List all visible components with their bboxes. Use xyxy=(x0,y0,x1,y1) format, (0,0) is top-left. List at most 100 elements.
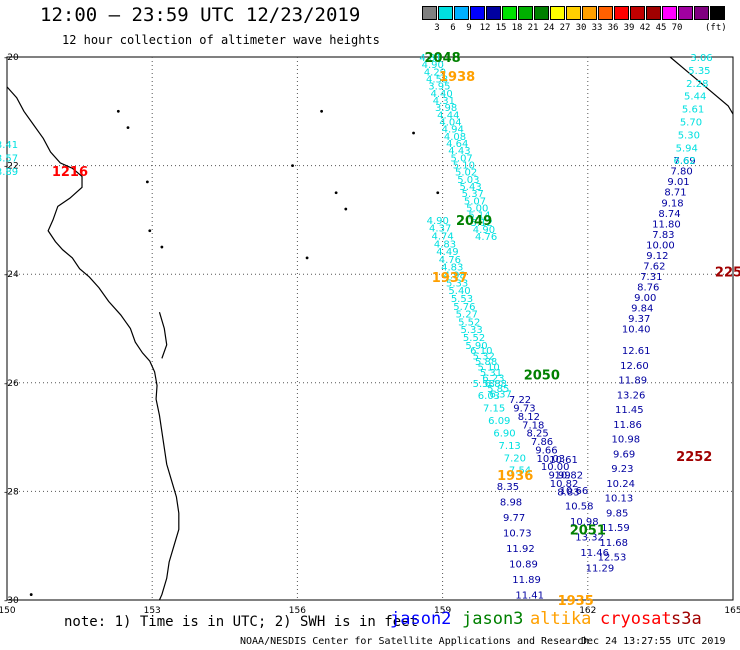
swh-value-label: 7.54 xyxy=(509,466,531,477)
swh-value-label: 4.90 xyxy=(473,225,495,236)
swh-value-label: 5.37 xyxy=(462,189,484,200)
swh-value-label: 10.66 xyxy=(560,486,589,497)
scale-swatch xyxy=(598,6,613,20)
scale-label: 45 xyxy=(655,23,667,33)
swh-value-label: 11.89 xyxy=(618,376,647,387)
scale-label: 24 xyxy=(543,23,555,33)
swh-value-label: 3.57 xyxy=(0,153,18,164)
swh-value-label: 11.59 xyxy=(601,523,630,534)
footer-note: note: 1) Time is in UTC; 2) SWH is in fe… xyxy=(64,614,419,630)
swh-value-label: 4.37 xyxy=(429,224,451,235)
swh-value-label: 5.76 xyxy=(453,302,475,313)
scale-label: 39 xyxy=(623,23,635,33)
swh-value-label: 5.52 xyxy=(463,333,485,344)
swh-value-label: 3.95 xyxy=(428,82,450,93)
scale-label: 42 xyxy=(639,23,651,33)
swh-value-label: 4.49 xyxy=(436,247,458,258)
swh-value-label: 10.00 xyxy=(541,462,570,473)
map-subtitle: 12 hour collection of altimeter wave hei… xyxy=(62,33,380,47)
swh-value-label: 11.89 xyxy=(512,575,541,586)
pass-number-label: 2252 xyxy=(676,450,712,465)
swh-value-label: 8.71 xyxy=(664,188,686,199)
swh-value-label: 9.00 xyxy=(634,293,656,304)
island-dot xyxy=(412,131,415,135)
pass-number-label: 1938 xyxy=(439,70,475,85)
scale-swatch xyxy=(470,6,485,20)
swh-value-label: 10.13 xyxy=(605,494,634,505)
lat-tick-label: -24 xyxy=(4,270,19,280)
satellite-legend-jason2: jason2 xyxy=(390,609,452,629)
swh-value-label: 5.90 xyxy=(465,341,487,352)
swh-value-label: 5.27 xyxy=(456,310,478,321)
swh-value-label: 10.40 xyxy=(622,325,651,336)
swh-value-label: 5.33 xyxy=(446,278,468,289)
swh-value-label: 5.53 xyxy=(451,294,473,305)
swh-value-label: 11.46 xyxy=(580,548,609,559)
swh-value-label: 10.82 xyxy=(550,479,579,490)
swh-value-label: 12.60 xyxy=(620,361,649,372)
swh-value-label: 5.33 xyxy=(461,325,483,336)
pass-number-label: 2048 xyxy=(425,51,461,66)
swh-value-label: 8.83 xyxy=(557,487,579,498)
swh-value-label: 10.00 xyxy=(646,240,675,251)
swh-value-label: 4.53 xyxy=(426,75,448,86)
island-dot xyxy=(334,191,338,195)
scale-swatch xyxy=(630,6,645,20)
swh-value-label: 9.37 xyxy=(628,314,650,325)
swh-value-label: 10.89 xyxy=(509,560,538,571)
swh-value-label: 12.53 xyxy=(598,553,627,564)
lat-tick-label: -30 xyxy=(4,596,19,606)
island-dot xyxy=(291,164,294,168)
swh-value-label: 3.98 xyxy=(435,103,457,114)
scale-swatch xyxy=(486,6,501,20)
swh-value-label: 4.98 xyxy=(444,271,466,282)
swh-value-label: 8.25 xyxy=(527,429,549,440)
swh-value-label: 4.31 xyxy=(433,96,455,107)
pass-number-label: 2051 xyxy=(570,523,606,538)
swh-value-label: 11.29 xyxy=(586,563,615,574)
swh-value-label: 9.18 xyxy=(661,198,683,209)
swh-value-label: 9.85 xyxy=(606,508,628,519)
swh-value-label: 8.74 xyxy=(658,209,680,220)
swh-value-label: 8.98 xyxy=(500,497,522,508)
swh-value-label: 4.90 xyxy=(427,216,449,227)
swh-value-label: 7.18 xyxy=(522,420,544,431)
swh-value-label: 10.82 xyxy=(554,470,583,481)
swh-value-label: 7.20 xyxy=(504,453,526,464)
swh-value-label: 5.44 xyxy=(684,92,706,103)
swh-value-label: 4.81 xyxy=(419,53,441,64)
swh-value-label: 5.35 xyxy=(688,66,710,77)
swh-value-label: 10.58 xyxy=(565,501,594,512)
lat-tick-label: -20 xyxy=(4,53,19,63)
swh-value-label: 6.09 xyxy=(488,416,510,427)
scale-swatch xyxy=(550,6,565,20)
lon-tick-label: 165 xyxy=(724,606,740,616)
swh-value-label: 5.31 xyxy=(480,368,502,379)
swh-value-label: 6.90 xyxy=(493,428,515,439)
swh-value-label: 5.10 xyxy=(453,161,475,172)
satellite-legend-s3a: s3a xyxy=(671,609,702,629)
scale-swatch xyxy=(454,6,469,20)
swh-value-label: 11.86 xyxy=(613,420,642,431)
swh-value-label: 5.00 xyxy=(466,204,488,215)
swh-value-label: 5.94 xyxy=(676,143,698,154)
swh-value-label: 4.43 xyxy=(448,146,470,157)
swh-value-label: 5.30 xyxy=(678,130,700,141)
swh-value-label: 10.98 xyxy=(612,435,641,446)
swh-value-label: 9.01 xyxy=(667,177,689,188)
swh-value-label: 9.12 xyxy=(646,251,668,262)
swh-value-label: 9.73 xyxy=(513,403,535,414)
swh-value-label: 4.76 xyxy=(439,255,461,266)
swh-value-label: 11.80 xyxy=(652,219,681,230)
swh-value-label: 4.76 xyxy=(475,232,497,243)
swh-value-label: 7.15 xyxy=(483,404,505,415)
scale-swatch xyxy=(534,6,549,20)
scale-swatch xyxy=(566,6,581,20)
swh-value-label: 5.43 xyxy=(459,182,481,193)
footer-date: Dec 24 13:27:55 UTC 2019 xyxy=(581,636,726,647)
swh-value-label: 4.94 xyxy=(442,125,464,136)
scale-swatch xyxy=(502,6,517,20)
island-dot xyxy=(126,126,130,129)
swh-value-label: 12.61 xyxy=(622,346,651,357)
island-dot xyxy=(29,593,33,596)
